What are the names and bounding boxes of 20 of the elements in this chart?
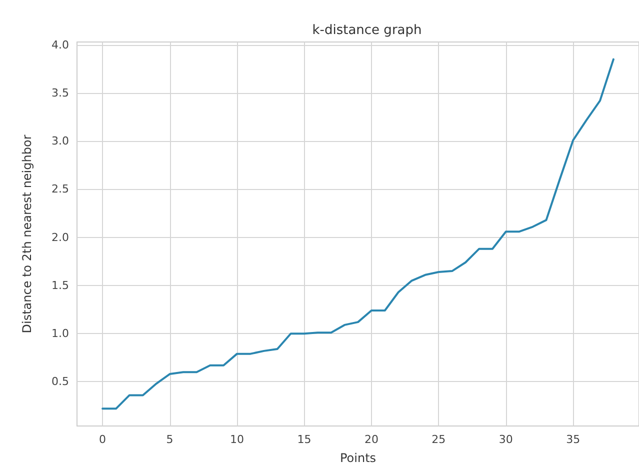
x-tick-label: 0 [99, 433, 106, 446]
y-axis-title: Distance to 2th nearest neighbor [20, 134, 34, 334]
x-tick-label: 25 [432, 433, 446, 446]
y-tick-label: 1.0 [52, 327, 69, 340]
y-tick-label: 1.5 [52, 278, 69, 292]
x-tick-label: 15 [297, 433, 312, 446]
chart-title: k-distance graph [312, 23, 422, 38]
x-axis-title: Points [340, 451, 376, 465]
y-tick-label: 4.0 [52, 38, 69, 52]
y-tick-label: 3.0 [52, 134, 69, 148]
x-tick-label: 20 [364, 433, 378, 446]
x-tick-label: 10 [230, 433, 244, 446]
y-tick-label: 2.0 [52, 230, 69, 244]
y-tick-label: 0.5 [52, 375, 69, 388]
x-tick-label: 35 [566, 433, 580, 446]
line-series [102, 58, 614, 410]
x-tick-label: 5 [166, 433, 174, 446]
y-tick-label: 2.5 [52, 182, 69, 196]
y-tick-label: 3.5 [52, 86, 69, 100]
x-tick-label: 30 [498, 433, 513, 446]
